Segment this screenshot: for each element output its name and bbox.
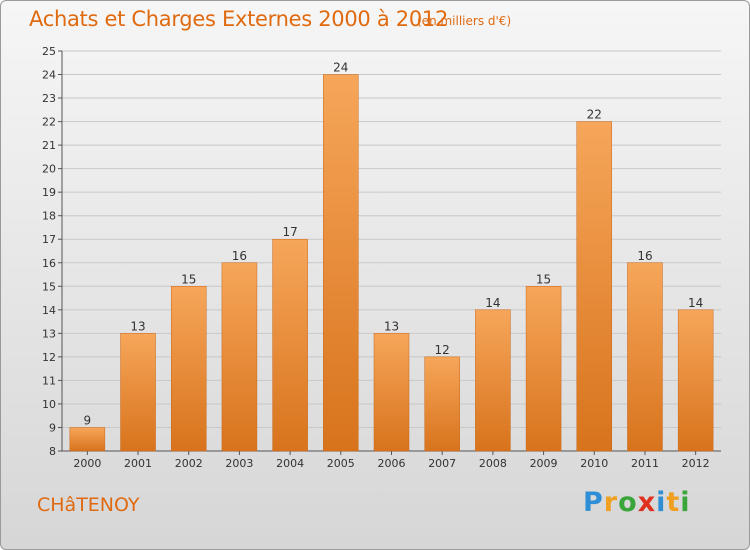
bar-value-label: 13	[384, 319, 399, 333]
x-tick-label: 2007	[428, 457, 456, 470]
bar	[627, 262, 663, 452]
y-tick-label: 16	[42, 257, 56, 270]
bar-value-label: 22	[587, 108, 602, 122]
logo-letter: r	[603, 487, 619, 518]
logo-letter: o	[618, 487, 638, 518]
y-tick-label: 21	[42, 139, 56, 152]
x-tick-label: 2001	[124, 457, 152, 470]
bar	[475, 309, 511, 452]
bar-value-label: 9	[84, 413, 92, 427]
bar	[170, 286, 207, 452]
logo-letter: P	[583, 487, 604, 518]
bar	[576, 121, 613, 452]
bar-value-label: 14	[485, 296, 500, 310]
y-tick-label: 12	[42, 351, 56, 364]
x-tick-label: 2005	[327, 457, 355, 470]
x-tick-label: 2008	[479, 457, 507, 470]
bar	[272, 238, 308, 452]
logo-letter: i	[656, 487, 667, 518]
y-tick-label: 23	[42, 92, 56, 105]
commune-name: CHâTENOY	[37, 494, 140, 516]
y-tick-label: 13	[42, 327, 56, 340]
logo-letter: x	[637, 487, 657, 518]
label-layer: 9 13 15 16 17 24 13 12 14 15 22 16 14	[84, 61, 704, 428]
bar-value-label: 15	[536, 272, 551, 286]
chart-subtitle: (en milliers d'€)	[417, 14, 512, 28]
bar	[120, 333, 156, 452]
logo-letter: t	[666, 487, 681, 518]
bar-value-label: 16	[637, 249, 652, 263]
bar-value-label: 14	[688, 296, 703, 310]
bar	[424, 356, 460, 452]
x-tick-label: 2009	[530, 457, 558, 470]
x-tick-label: 2000	[73, 457, 101, 470]
bar	[525, 286, 562, 452]
x-tick-label: 2012	[682, 457, 710, 470]
y-tick-label: 20	[42, 163, 56, 176]
y-tick-label: 8	[49, 445, 56, 458]
bar-value-label: 16	[232, 249, 247, 263]
bar-value-label: 24	[333, 61, 348, 75]
bar	[221, 262, 258, 452]
y-tick-label: 10	[42, 398, 56, 411]
y-tick-label: 11	[42, 374, 56, 387]
y-tick-label: 22	[42, 116, 56, 129]
bar-value-label: 12	[435, 343, 450, 357]
y-tick-label: 19	[42, 186, 56, 199]
proxiti-logo[interactable]: Proxiti	[583, 487, 691, 518]
logo-letter: i	[680, 487, 691, 518]
x-tick-label: 2004	[276, 457, 304, 470]
x-tick-label: 2006	[378, 457, 406, 470]
bar	[69, 427, 106, 452]
x-tick-label: 2003	[225, 457, 253, 470]
x-tick-label: 2002	[175, 457, 203, 470]
bar	[373, 333, 410, 452]
y-tick-label: 9	[49, 421, 56, 434]
bar-value-label: 17	[282, 225, 297, 239]
y-tick-label: 17	[42, 233, 56, 246]
bar	[323, 74, 359, 452]
bar-value-label: 15	[181, 272, 196, 286]
x-tick-label: 2010	[580, 457, 608, 470]
bar	[677, 309, 714, 452]
x-tick-label: 2011	[631, 457, 659, 470]
bar-value-label: 13	[130, 319, 145, 333]
y-tick-label: 14	[42, 304, 56, 317]
y-tick-label: 25	[42, 45, 56, 58]
chart-title: Achats et Charges Externes 2000 à 2012	[29, 7, 449, 31]
bar-layer	[69, 74, 714, 452]
axis-layer: 8 9 10 11 12 13 14 15 16 17 18 19 20 21 22 23 24 25 2000 20…	[42, 45, 721, 470]
y-tick-label: 15	[42, 280, 56, 293]
y-tick-label: 24	[42, 69, 56, 82]
y-tick-label: 18	[42, 210, 56, 223]
